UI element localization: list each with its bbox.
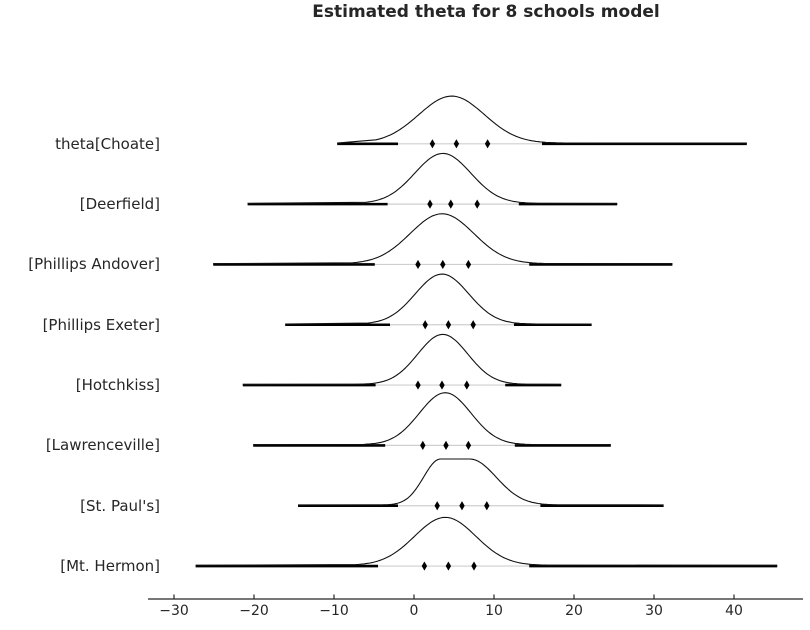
density-curve [337, 95, 747, 144]
quantile-diamond [429, 139, 436, 149]
density-curve [285, 273, 592, 325]
row-label-mthermon: [Mt. Hermon] [60, 557, 160, 575]
density-curve [297, 458, 664, 506]
quantile-diamond [440, 259, 446, 270]
density-curve [213, 213, 673, 265]
x-tick-label: −30 [159, 603, 189, 619]
row-label-exeter: [Phillips Exeter] [42, 316, 160, 334]
x-tick-label: 40 [725, 603, 743, 619]
quantile-diamond [474, 199, 480, 209]
quantile-diamond [443, 440, 449, 450]
density-curve [242, 333, 562, 385]
x-tick-label: 30 [645, 603, 663, 619]
quantile-diamond [421, 561, 428, 571]
row-label-lawrenceville: [Lawrenceville] [45, 436, 160, 454]
quantile-diamond [453, 139, 460, 149]
x-tick-label: 10 [485, 603, 503, 619]
quantile-diamond [484, 139, 491, 149]
quantile-diamond [439, 380, 445, 390]
quantile-diamond [420, 440, 426, 450]
chart-title: Estimated theta for 8 schools model [312, 2, 660, 22]
quantile-diamond [448, 199, 454, 209]
x-tick-label: 20 [565, 603, 583, 619]
quantile-diamond [434, 501, 440, 511]
quantile-diamond [445, 320, 452, 330]
quantile-diamond [459, 501, 465, 511]
quantile-diamond [464, 380, 470, 390]
x-tick-label: −20 [239, 603, 269, 619]
density-curve [195, 516, 778, 566]
quantile-diamond [445, 561, 452, 571]
row-label-andover: [Phillips Andover] [28, 255, 160, 273]
row-label-stpauls: [St. Paul's] [80, 497, 160, 515]
quantile-diamond [471, 561, 477, 571]
quantile-diamond [427, 199, 433, 209]
x-tick-label: 0 [409, 603, 419, 619]
quantile-diamond [465, 440, 472, 450]
quantile-diamond [470, 320, 476, 330]
quantile-diamond [484, 501, 490, 511]
density-curve [253, 392, 611, 446]
row-label-hotchkiss: [Hotchkiss] [75, 376, 160, 394]
density-curve [247, 152, 618, 204]
row-label-choate: theta[Choate] [55, 135, 160, 153]
quantile-diamond [415, 380, 421, 390]
row-label-deerfield: [Deerfield] [79, 195, 160, 213]
quantile-diamond [465, 259, 472, 270]
quantile-diamond [415, 259, 421, 270]
x-tick-label: −10 [319, 603, 349, 619]
quantile-diamond [422, 320, 428, 330]
